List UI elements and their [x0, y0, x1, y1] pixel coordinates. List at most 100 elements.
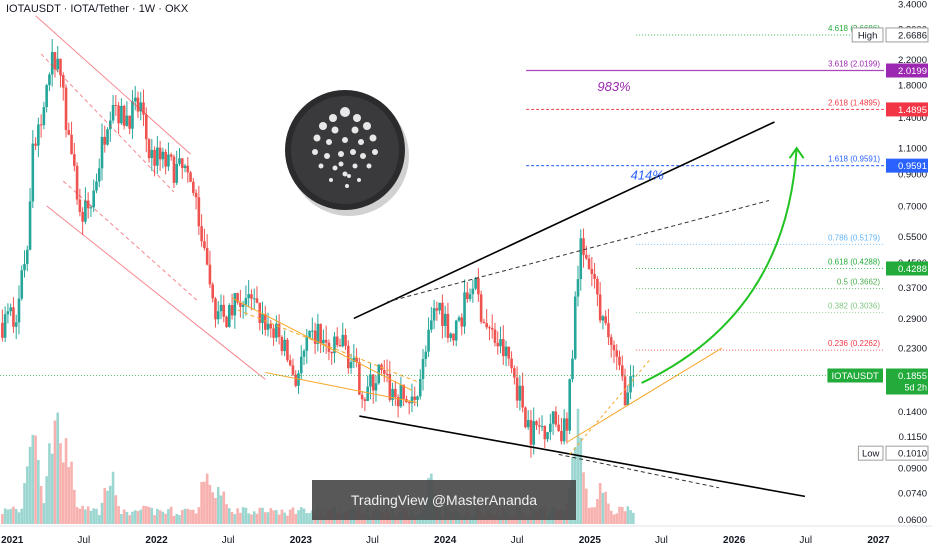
candle-body: [479, 294, 483, 322]
candle-body: [615, 350, 619, 357]
candle-body: [391, 388, 394, 400]
candle-body: [526, 420, 530, 428]
volume-bar: [114, 495, 118, 524]
candle-body: [31, 143, 35, 202]
candle-body: [70, 134, 73, 155]
volume-bar: [609, 510, 613, 524]
candle-body: [333, 336, 336, 354]
volume-bar: [241, 507, 245, 524]
candle-body: [609, 337, 613, 345]
candle-body: [424, 351, 428, 360]
volume-bar: [283, 512, 286, 524]
iota-dot: [342, 137, 348, 143]
candle-body: [167, 154, 170, 167]
candle-body: [64, 87, 68, 131]
iota-dot: [357, 178, 361, 182]
volume-bar: [120, 514, 123, 524]
candle-body: [228, 305, 231, 328]
candle-body: [225, 316, 228, 328]
iota-dot: [366, 163, 372, 169]
candle-body: [344, 334, 347, 346]
volume-bar: [252, 511, 256, 524]
y-axis-tick-label: 1.8000: [898, 81, 927, 92]
volume-bar: [233, 514, 237, 524]
iota-dot: [312, 149, 318, 155]
candle-body: [86, 200, 90, 209]
fib-level-label: 0.236 (0.2262): [828, 339, 880, 348]
volume-bar: [266, 512, 270, 524]
candle-body: [178, 158, 181, 164]
y-axis-tick-label: 0.9000: [898, 169, 927, 180]
candle-body: [266, 323, 270, 330]
iota-dot: [319, 122, 327, 130]
candle-body: [12, 307, 15, 327]
candle-body: [576, 279, 580, 297]
volume-bar: [183, 508, 187, 524]
volume-bar: [585, 488, 588, 524]
volume-bar: [499, 516, 502, 524]
candle-body: [111, 105, 115, 121]
volume-bar: [211, 492, 214, 524]
candle-body: [485, 323, 488, 328]
candle-body: [549, 423, 552, 433]
candle-body: [316, 323, 320, 344]
iota-dot: [347, 174, 351, 178]
candle-body: [402, 384, 405, 399]
candle-body: [252, 298, 256, 300]
candle-body: [363, 399, 367, 401]
candle-body: [421, 359, 425, 380]
volume-bar: [125, 511, 129, 524]
volume-bar: [169, 506, 173, 524]
candle-body: [493, 329, 497, 343]
candle-body: [341, 334, 345, 347]
candle-body: [596, 278, 599, 295]
candle-body: [554, 411, 558, 425]
volume-bar: [42, 503, 46, 524]
fib-level-label: 0.5 (0.3662): [837, 278, 880, 287]
candle-body: [366, 386, 369, 401]
volume-bar: [286, 515, 289, 524]
candle-body: [6, 311, 10, 315]
price-badge: [886, 63, 928, 78]
candle-body: [230, 305, 234, 316]
volume-bar: [178, 514, 181, 524]
candle-body: [466, 292, 469, 300]
candle-body: [39, 124, 43, 126]
volume-bar: [59, 443, 62, 524]
iota-dot: [352, 163, 358, 169]
volume-bar: [142, 505, 145, 524]
iota-dot: [318, 163, 324, 169]
volume-bar: [280, 509, 284, 524]
volume-bar: [269, 508, 273, 524]
candle-body: [25, 249, 29, 264]
iota-dot: [332, 165, 338, 171]
support-line: [566, 347, 723, 443]
candle-body: [504, 346, 508, 357]
x-axis-tick-label: Jul: [655, 535, 668, 546]
candle-body: [283, 339, 286, 352]
candle-body: [150, 149, 154, 159]
volume-bar: [576, 408, 580, 524]
candle-body: [407, 402, 411, 404]
candle-body: [601, 316, 605, 321]
candle-body: [14, 322, 18, 327]
candle-body: [294, 374, 298, 386]
candle-body: [590, 268, 594, 275]
candle-body: [518, 385, 522, 401]
candle-body: [189, 172, 192, 182]
volume-bar: [23, 483, 26, 524]
candle-body: [186, 165, 190, 173]
volume-bar: [95, 508, 98, 524]
candle-body: [352, 357, 356, 362]
target-arrowhead: [788, 146, 805, 159]
candle-body: [399, 384, 403, 407]
fib-level-label: 1.618 (0.9591): [828, 155, 880, 164]
candle-body: [468, 294, 472, 300]
candle-body: [78, 199, 82, 212]
broadening-upper-line: [353, 121, 775, 320]
iota-dot: [338, 161, 344, 167]
candle-body: [410, 396, 414, 404]
price-badge-text: 0.4288: [898, 264, 927, 275]
candle-body: [109, 120, 112, 130]
